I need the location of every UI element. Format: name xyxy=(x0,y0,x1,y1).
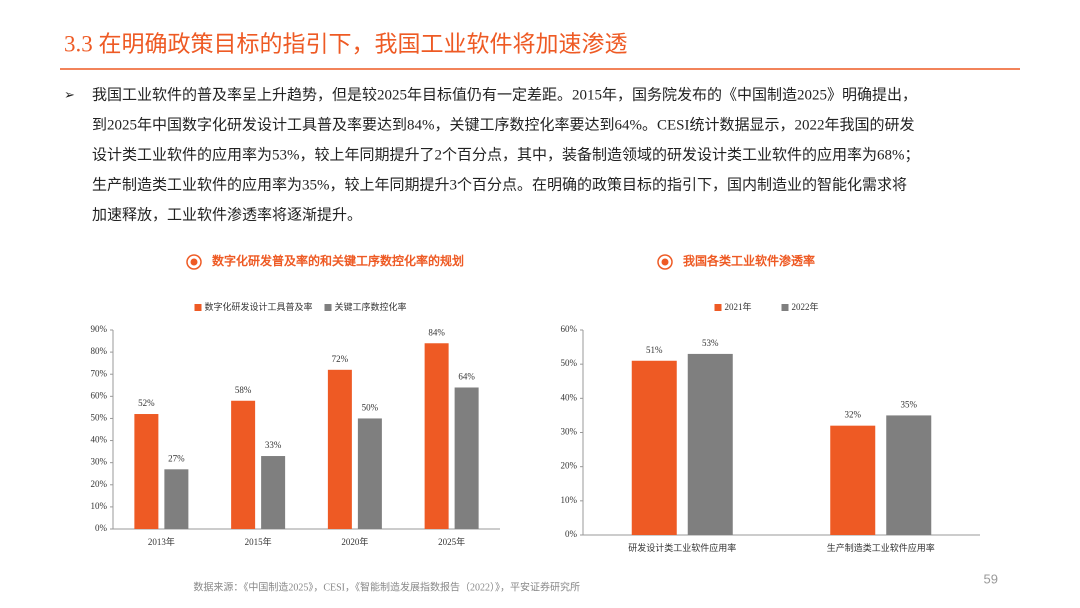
bar xyxy=(134,414,159,529)
legend-swatch xyxy=(781,304,789,311)
value-label: 35% xyxy=(901,399,918,409)
y-tick-label: 50% xyxy=(561,358,578,368)
value-label: 58% xyxy=(235,385,252,395)
value-label: 27% xyxy=(168,453,185,463)
y-tick-label: 90% xyxy=(91,324,108,334)
bar xyxy=(327,369,352,529)
bar xyxy=(830,425,876,535)
y-tick-label: 0% xyxy=(565,529,578,539)
x-tick-label: 2025年 xyxy=(438,536,465,547)
bullet-line: 到2025年中国数字化研发设计工具普及率要达到84%，关键工序数控化率要达到64… xyxy=(92,116,915,133)
title-icon xyxy=(190,258,198,266)
x-tick-label: 研发设计类工业软件应用率 xyxy=(628,542,736,553)
y-tick-label: 80% xyxy=(91,346,108,356)
value-label: 53% xyxy=(702,338,719,348)
source: 数据来源：《中国制造2025》，CESI，《智能制造发展指数报告（2022）》，… xyxy=(193,580,580,593)
bullet-line: 我国工业软件的普及率呈上升趋势，但是较2025年目标值仍有一定差距。2015年，… xyxy=(92,85,917,103)
legend-swatch xyxy=(324,304,332,311)
bar xyxy=(687,353,733,535)
bar xyxy=(631,360,677,535)
bar xyxy=(424,343,449,529)
bar xyxy=(164,469,189,529)
bar xyxy=(886,415,932,535)
page-number: 59 xyxy=(984,571,998,586)
y-tick-label: 40% xyxy=(561,392,578,402)
legend-label: 关键工序数控化率 xyxy=(335,301,407,312)
value-label: 52% xyxy=(138,398,155,408)
value-label: 72% xyxy=(332,354,349,364)
y-tick-label: 60% xyxy=(561,324,578,334)
y-tick-label: 60% xyxy=(91,390,108,400)
slide-title: 3.3 在明确政策目标的指引下，我国工业软件将加速渗透 xyxy=(64,31,628,56)
y-tick-label: 70% xyxy=(91,368,108,378)
bar xyxy=(357,418,382,529)
title-icon xyxy=(657,254,673,270)
bullet-line: 生产制造类工业软件的应用率为35%，较上年同期提升3个百分点。在明确的政策目标的… xyxy=(92,175,907,193)
legend-label: 数字化研发设计工具普及率 xyxy=(205,301,313,312)
y-tick-label: 20% xyxy=(91,479,108,489)
value-label: 32% xyxy=(845,410,862,420)
value-label: 64% xyxy=(458,372,475,382)
y-tick-label: 10% xyxy=(91,501,108,511)
legend-swatch xyxy=(714,304,722,311)
chart-title: 我国各类工业软件渗透率 xyxy=(683,253,815,268)
bullet-line: 设计类工业软件的应用率为53%，较上年同期提升了2个百分点，其中，装备制造领域的… xyxy=(92,145,920,163)
legend-label: 2021年 xyxy=(725,301,752,312)
y-tick-label: 40% xyxy=(91,435,108,445)
y-tick-label: 30% xyxy=(91,457,108,467)
bullet-icon: ➢ xyxy=(64,87,75,102)
x-tick-label: 2015年 xyxy=(245,536,272,547)
x-tick-label: 2020年 xyxy=(341,536,368,547)
x-tick-label: 2013年 xyxy=(148,536,175,547)
x-tick-label: 生产制造类工业软件应用率 xyxy=(827,542,935,553)
bar xyxy=(231,400,256,529)
value-label: 84% xyxy=(428,327,445,337)
bar xyxy=(454,387,479,529)
value-label: 51% xyxy=(646,345,663,355)
y-tick-label: 10% xyxy=(561,495,578,505)
value-label: 50% xyxy=(362,403,379,413)
bullet-line: 加速释放，工业软件渗透率将逐渐提升。 xyxy=(92,206,362,223)
value-label: 33% xyxy=(265,440,282,450)
y-tick-label: 50% xyxy=(91,413,108,423)
legend-swatch xyxy=(194,304,202,311)
title-icon xyxy=(186,254,202,270)
y-tick-label: 30% xyxy=(561,427,578,437)
chart-title: 数字化研发普及率的和关键工序数控化率的规划 xyxy=(212,253,464,268)
title-icon xyxy=(661,258,669,266)
y-tick-label: 20% xyxy=(561,461,578,471)
y-tick-label: 0% xyxy=(95,523,108,533)
bar xyxy=(261,456,286,529)
legend-label: 2022年 xyxy=(792,301,819,312)
